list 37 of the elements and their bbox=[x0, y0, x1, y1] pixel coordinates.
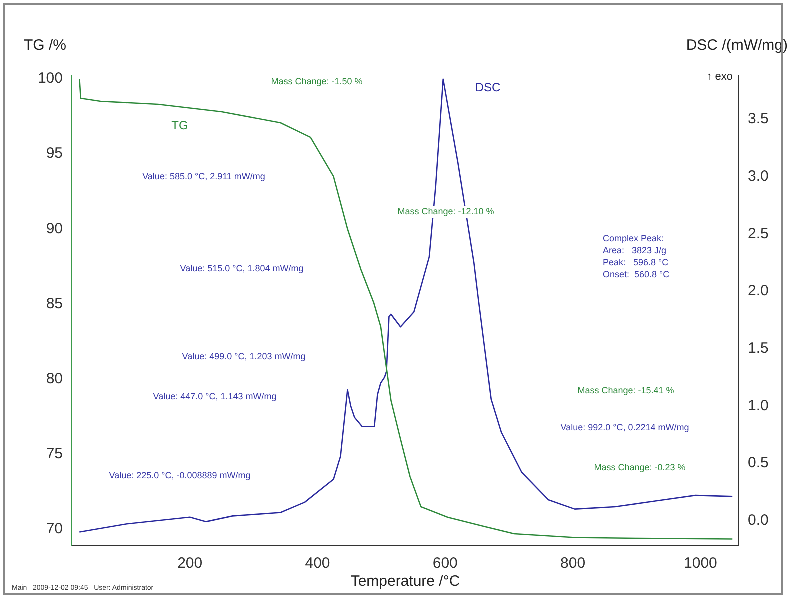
y-tick-label: 85 bbox=[46, 295, 63, 312]
annotation: Value: 447.0 °C, 1.143 mW/mg bbox=[153, 391, 277, 402]
annotation: Value: 225.0 °C, -0.008889 mW/mg bbox=[109, 470, 251, 480]
annotation: Mass Change: -12.10 % bbox=[398, 206, 494, 216]
y2-tick-label: 3.0 bbox=[748, 168, 769, 186]
y2-tick-label: 1.0 bbox=[748, 397, 769, 414]
x-tick-label: 400 bbox=[305, 555, 330, 572]
annotation: ↑ exo bbox=[706, 71, 733, 84]
y-tick-label: 80 bbox=[46, 370, 63, 388]
x-tick-label: 600 bbox=[432, 555, 458, 572]
y-tick-label: 70 bbox=[46, 520, 63, 538]
series-label: TG bbox=[172, 118, 188, 132]
annotation: Value: 992.0 °C, 0.2214 mW/mg bbox=[560, 422, 690, 432]
annotation: Complex Peak: Area: 3823 J/g Peak: 596.8 °C Onset: 560.8 °C bbox=[603, 233, 670, 280]
annotation: Value: 499.0 °C, 1.203 mW/mg bbox=[182, 351, 306, 362]
y2-tick-label: 2.5 bbox=[748, 225, 769, 242]
y2-axis-title: DSC /(mW/mg) bbox=[686, 37, 788, 54]
annotation: Value: 585.0 °C, 2.911 mW/mg bbox=[142, 171, 266, 182]
y-tick-label: 75 bbox=[46, 446, 63, 463]
y-tick-label: 100 bbox=[38, 70, 63, 88]
annotation: Value: 515.0 °C, 1.804 mW/mg bbox=[180, 263, 304, 274]
y2-tick-label: 1.5 bbox=[748, 340, 769, 357]
y2-tick-label: 0.5 bbox=[748, 454, 769, 472]
y-tick-label: 95 bbox=[46, 145, 63, 162]
y-tick-label: 90 bbox=[46, 220, 63, 238]
x-tick-label: 1000 bbox=[684, 555, 718, 572]
y-axis-title: TG /% bbox=[24, 37, 67, 54]
x-axis-title: Temperature /°C bbox=[350, 573, 460, 590]
y2-tick-label: 0.0 bbox=[748, 512, 769, 529]
y2-tick-label: 2.0 bbox=[748, 282, 769, 300]
x-tick-label: 800 bbox=[560, 555, 586, 572]
annotation: Mass Change: -0.23 % bbox=[594, 462, 686, 472]
annotation: Mass Change: -1.50 % bbox=[271, 76, 363, 86]
x-tick-label: 200 bbox=[178, 555, 203, 572]
text: DSC bbox=[475, 80, 501, 94]
y2-tick-label: 3.5 bbox=[748, 110, 769, 128]
annotation: Mass Change: -15.41 % bbox=[578, 385, 674, 396]
